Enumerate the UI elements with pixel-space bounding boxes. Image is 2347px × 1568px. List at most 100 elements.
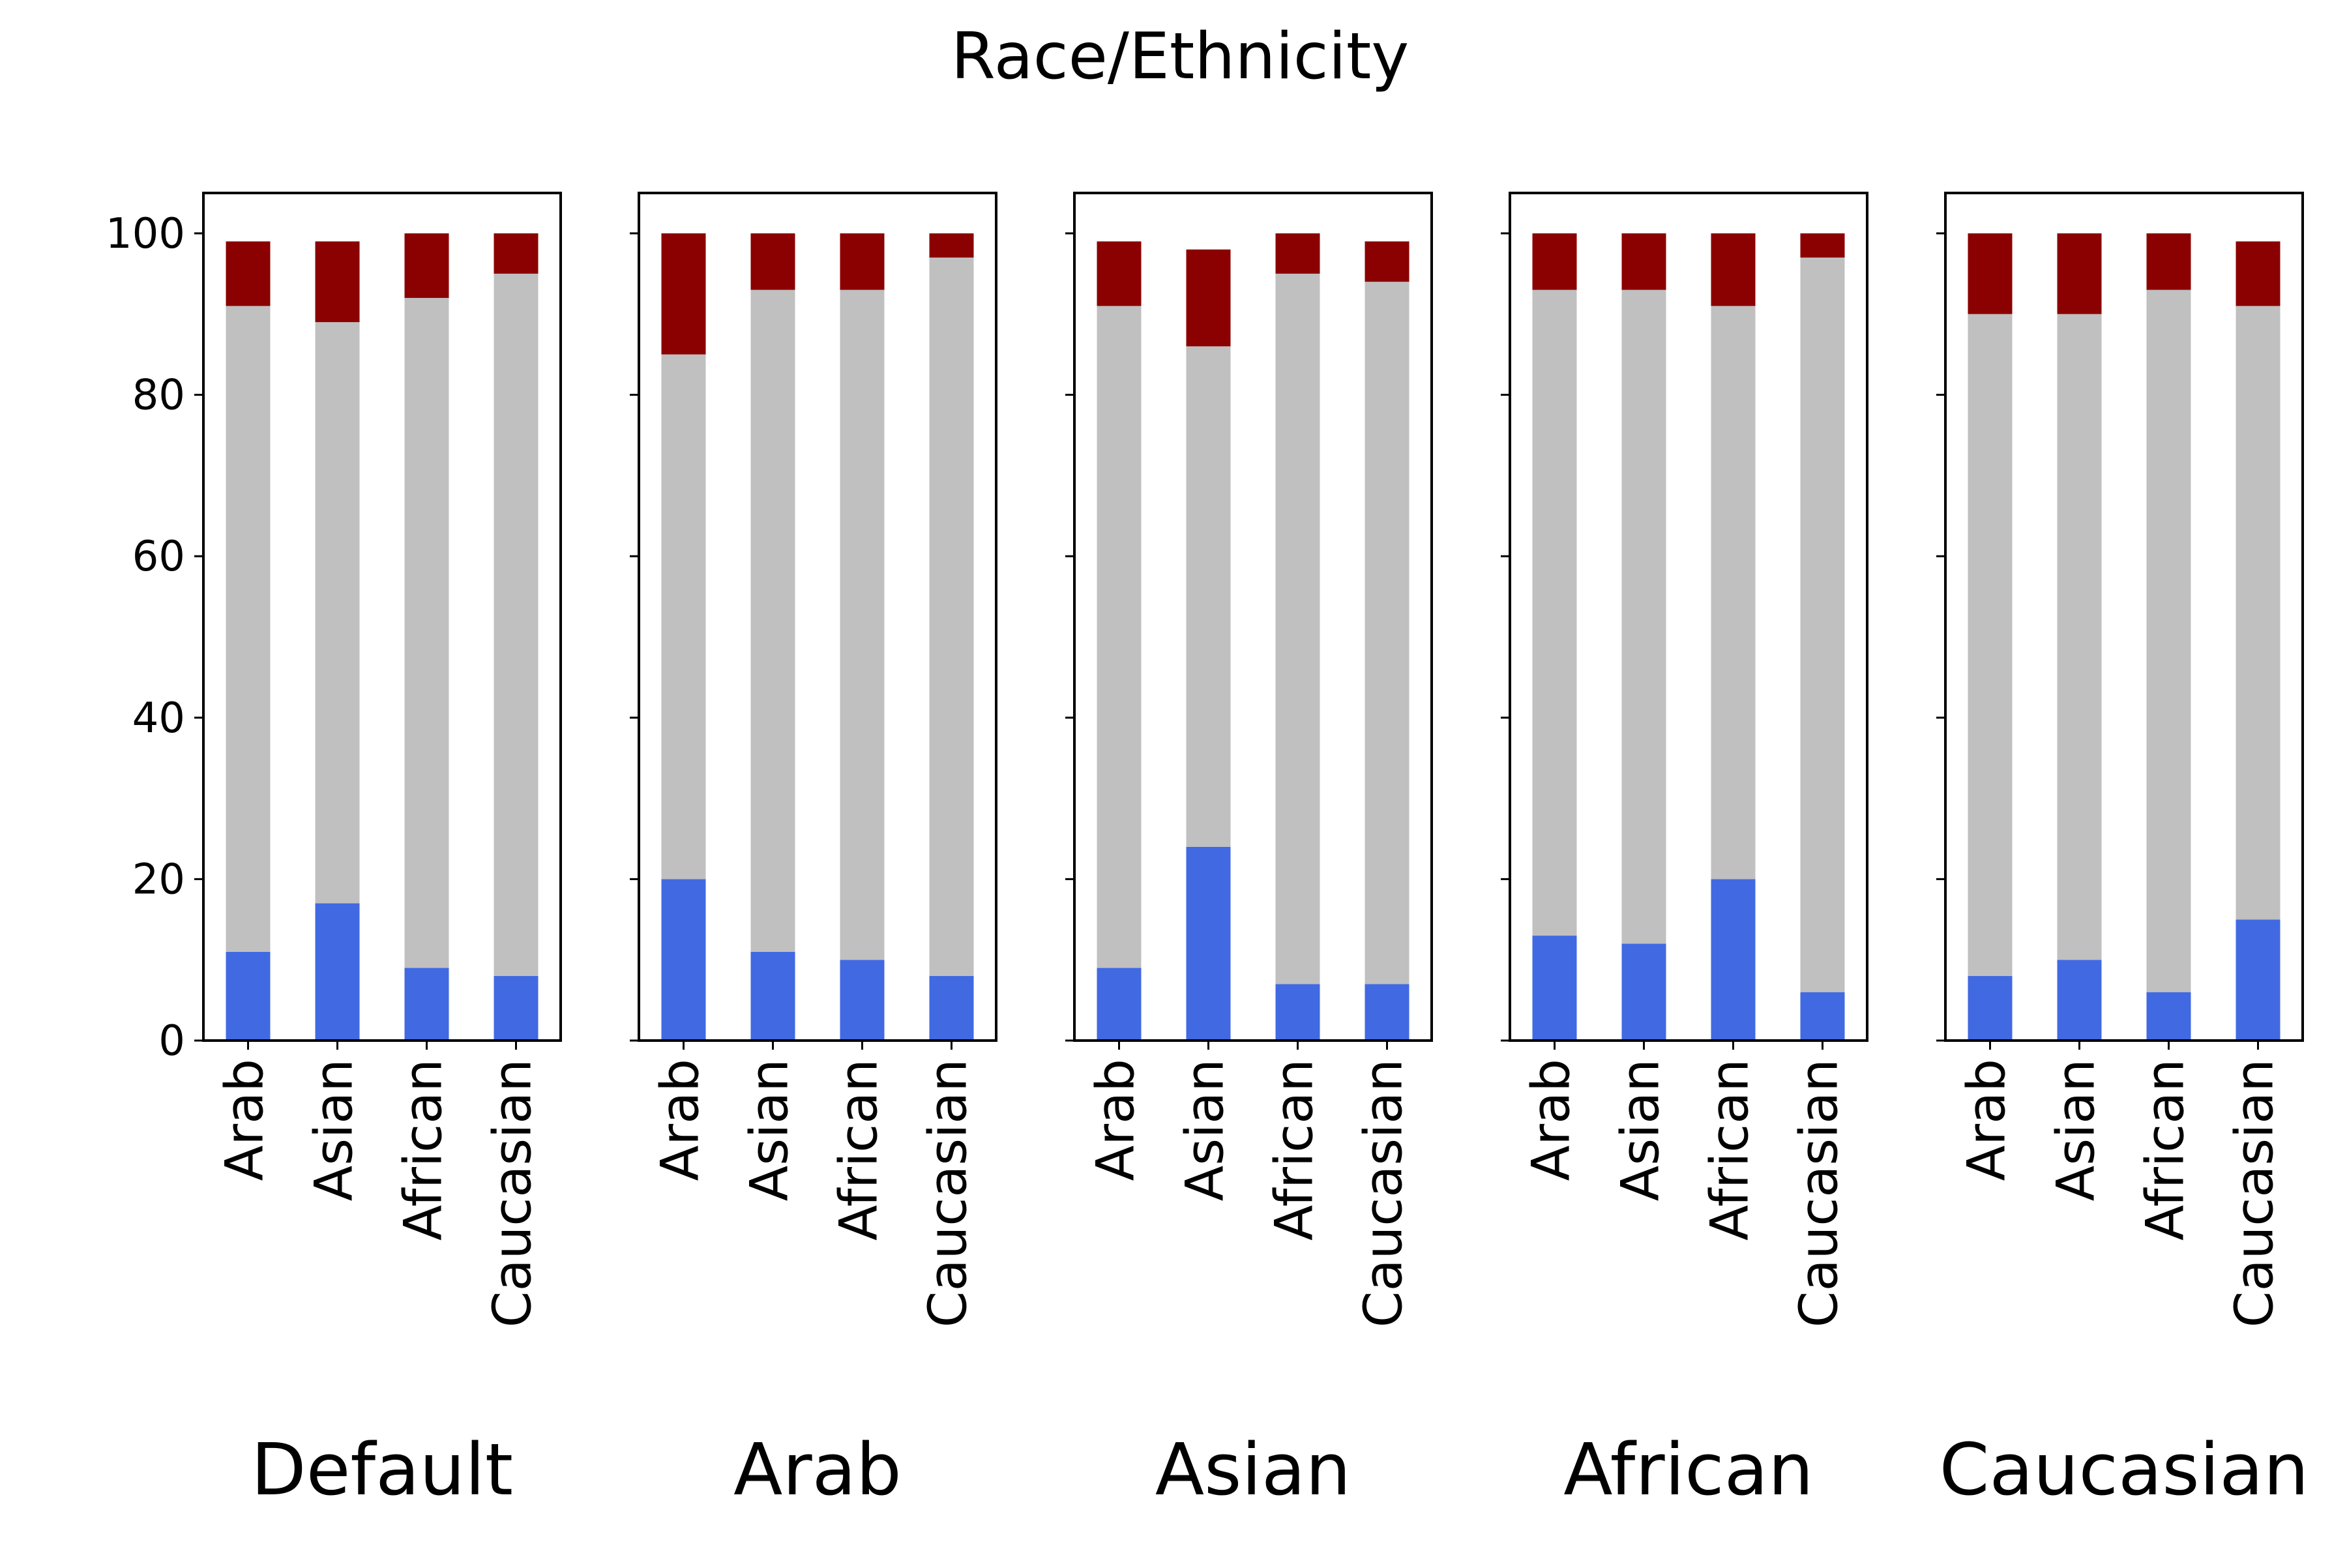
- bar-middle-asian: [2057, 314, 2102, 960]
- panel-african-3: Arab Asian African Caucasian African: [1501, 192, 1868, 1511]
- panels-layer: Arab Asian African Caucasian 0 20 40 60 80 100 Def…: [106, 192, 2309, 1511]
- bar-bottom-african: [840, 960, 885, 1041]
- bar-top-asian: [315, 241, 360, 323]
- x-tick-label: Asian: [1610, 1059, 1671, 1201]
- x-tick-label: Arab: [1521, 1059, 1582, 1181]
- bar-top-caucasian: [494, 233, 539, 274]
- bar-bottom-caucasian: [1365, 984, 1410, 1041]
- bar-top-asian: [750, 233, 795, 290]
- panel-xlabel: Arab: [733, 1428, 902, 1511]
- bar-top-arab: [1097, 241, 1142, 306]
- y-tick-label: 0: [158, 1017, 185, 1065]
- axes-frame: [1944, 192, 2304, 1042]
- bar-bottom-african: [1275, 984, 1320, 1041]
- y-tick-label: 100: [106, 210, 185, 258]
- x-tick-label: Caucasian: [918, 1059, 979, 1327]
- panel-xlabel: African: [1563, 1428, 1813, 1511]
- x-tick-label: Arab: [1085, 1059, 1146, 1181]
- bar-middle-asian: [315, 322, 360, 904]
- bar-bottom-arab: [1968, 975, 2013, 1041]
- bar-top-arab: [226, 241, 271, 306]
- bar-bottom-caucasian: [1800, 992, 1845, 1041]
- bar-middle-arab: [1532, 289, 1577, 936]
- y-tick-label: 80: [132, 372, 185, 420]
- axes-frame: [638, 192, 997, 1042]
- bar-middle-caucasian: [1365, 282, 1410, 984]
- panel-default-0: Arab Asian African Caucasian 0 20 40 60 80 100 Def…: [106, 192, 562, 1511]
- bar-bottom-caucasian: [929, 975, 974, 1041]
- chart-title: Race/Ethnicity: [951, 20, 1410, 94]
- bar-top-african: [404, 233, 449, 298]
- bar-middle-african: [404, 297, 449, 968]
- y-tick-label: 40: [132, 694, 185, 743]
- bar-bottom-asian: [750, 951, 795, 1041]
- bar-middle-arab: [1097, 306, 1142, 968]
- bar-middle-caucasian: [929, 258, 974, 976]
- bar-middle-arab: [661, 354, 706, 880]
- x-tick-label: Caucasian: [2224, 1059, 2285, 1327]
- bar-top-caucasian: [929, 233, 974, 258]
- x-tick-label: Asian: [2046, 1059, 2106, 1201]
- bar-middle-asian: [1186, 346, 1231, 847]
- bar-top-african: [2146, 233, 2191, 290]
- bar-middle-caucasian: [494, 273, 539, 976]
- bar-bottom-arab: [661, 879, 706, 1041]
- panel-xlabel: Asian: [1155, 1428, 1351, 1511]
- bar-top-caucasian: [1365, 241, 1410, 282]
- bar-middle-arab: [226, 306, 271, 952]
- x-tick-label: African: [1264, 1059, 1325, 1241]
- x-tick-label: Caucasian: [482, 1059, 543, 1327]
- bar-middle-african: [1275, 273, 1320, 984]
- bar-top-asian: [2057, 233, 2102, 314]
- bar-top-asian: [1186, 249, 1231, 347]
- bar-middle-african: [2146, 289, 2191, 992]
- bar-bottom-asian: [1621, 943, 1666, 1041]
- bar-bottom-african: [404, 968, 449, 1041]
- bar-middle-african: [1711, 306, 1756, 880]
- x-tick-label: Arab: [214, 1059, 275, 1181]
- bar-top-arab: [1968, 233, 2013, 314]
- bar-bottom-caucasian: [494, 975, 539, 1041]
- bar-top-african: [840, 233, 885, 290]
- bar-bottom-african: [1711, 879, 1756, 1041]
- bar-middle-caucasian: [1800, 258, 1845, 992]
- bar-bottom-caucasian: [2236, 919, 2281, 1041]
- x-tick-label: Arab: [650, 1059, 711, 1181]
- panel-xlabel: Default: [251, 1428, 513, 1511]
- x-tick-label: African: [2135, 1059, 2196, 1241]
- bar-middle-asian: [1621, 289, 1666, 944]
- panel-xlabel: Caucasian: [1940, 1428, 2309, 1511]
- axes-frame: [202, 192, 562, 1042]
- bar-top-african: [1275, 233, 1320, 274]
- axes-frame: [1073, 192, 1433, 1042]
- x-tick-label: African: [393, 1059, 454, 1241]
- panel-caucasian-4: Arab Asian African Caucasian Caucasian: [1936, 192, 2309, 1511]
- bar-top-african: [1711, 233, 1756, 306]
- x-tick-label: Asian: [304, 1059, 364, 1201]
- bar-middle-caucasian: [2236, 306, 2281, 920]
- panel-asian-2: Arab Asian African Caucasian Asian: [1065, 192, 1433, 1511]
- bar-bottom-arab: [1097, 968, 1142, 1041]
- bar-top-asian: [1621, 233, 1666, 290]
- bar-bottom-arab: [226, 951, 271, 1041]
- bar-bottom-asian: [2057, 960, 2102, 1041]
- y-tick-label: 60: [132, 533, 185, 581]
- bar-bottom-asian: [315, 903, 360, 1041]
- x-tick-label: African: [1700, 1059, 1760, 1241]
- bar-bottom-african: [2146, 992, 2191, 1041]
- bar-top-arab: [661, 233, 706, 355]
- bar-middle-african: [840, 289, 885, 960]
- bar-top-arab: [1532, 233, 1577, 290]
- bar-middle-asian: [750, 289, 795, 952]
- x-tick-label: Caucasian: [1789, 1059, 1850, 1327]
- axes-frame: [1509, 192, 1868, 1042]
- bar-middle-arab: [1968, 314, 2013, 976]
- x-tick-label: African: [829, 1059, 889, 1241]
- bar-bottom-arab: [1532, 936, 1577, 1041]
- y-tick-label: 20: [132, 855, 185, 904]
- bar-top-caucasian: [1800, 233, 1845, 258]
- x-tick-label: Arab: [1956, 1059, 2017, 1181]
- x-tick-label: Asian: [1175, 1059, 1235, 1201]
